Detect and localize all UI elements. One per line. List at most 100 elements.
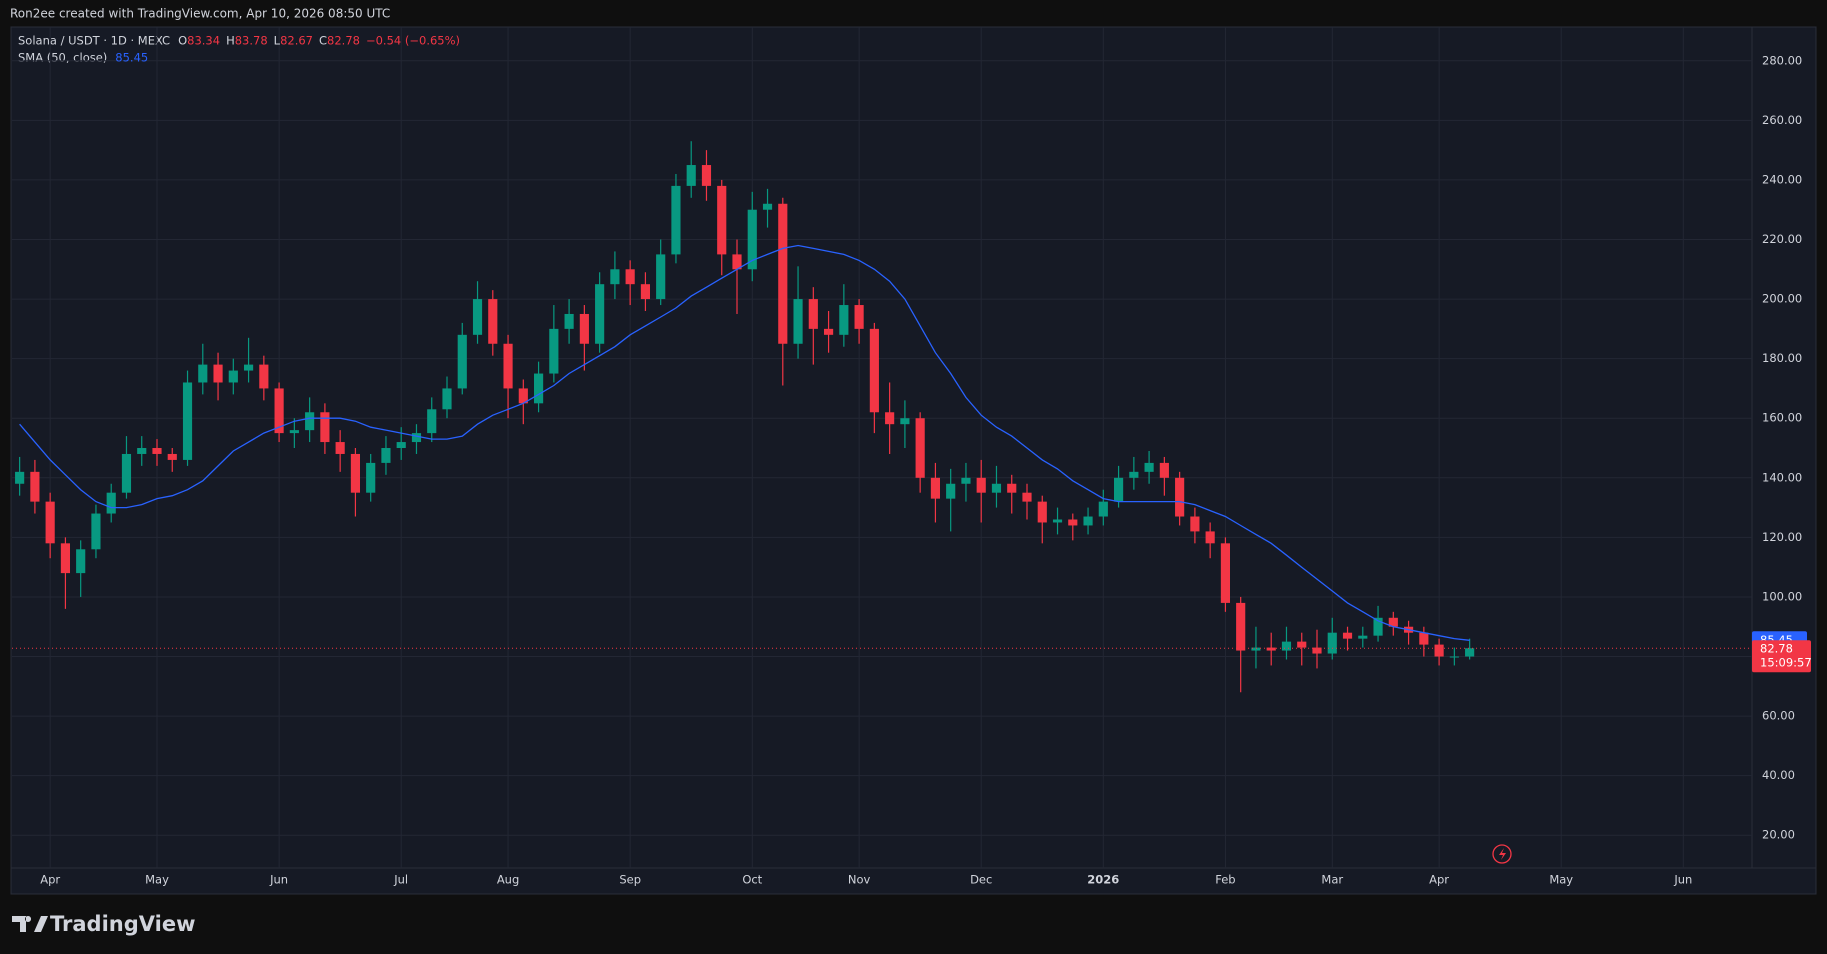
- y-tick-label: 140.00: [1762, 470, 1802, 484]
- candle-body: [1205, 531, 1215, 544]
- y-tick-label: 220.00: [1762, 232, 1802, 246]
- candle-body: [213, 364, 223, 383]
- replay-icon[interactable]: [1492, 844, 1512, 864]
- ohlc-letter: O: [178, 34, 187, 48]
- candle-body: [518, 388, 528, 404]
- candle-body: [289, 430, 299, 434]
- candle-body: [1251, 647, 1261, 651]
- logo: TradingView: [12, 912, 195, 936]
- y-tick-label: 180.00: [1762, 351, 1802, 365]
- candle-body: [182, 382, 193, 460]
- candles: [15, 141, 1475, 693]
- candle-body: [900, 418, 910, 425]
- candle-body: [91, 513, 101, 550]
- candle-body: [1342, 632, 1353, 639]
- x-tick-label: May: [1549, 873, 1573, 887]
- candle-body: [671, 185, 681, 255]
- x-tick-label: Nov: [848, 873, 871, 887]
- y-tick-label: 280.00: [1762, 53, 1802, 67]
- candle-body: [259, 364, 269, 389]
- candle-body: [1083, 516, 1093, 526]
- candle-body: [198, 364, 208, 383]
- candle-body: [1449, 656, 1459, 658]
- candle-body: [1144, 462, 1154, 472]
- y-tick-label: 160.00: [1762, 411, 1802, 425]
- candle-body: [244, 364, 254, 371]
- x-tick-label: Feb: [1215, 873, 1235, 887]
- candle-body: [121, 453, 132, 493]
- candle-body: [411, 433, 422, 443]
- ohlc-letter: C: [319, 34, 327, 48]
- candle-body: [15, 471, 25, 484]
- candle-body: [1220, 543, 1230, 603]
- candle-body: [1098, 501, 1108, 517]
- y-tick-label: 200.00: [1762, 292, 1802, 306]
- x-tick-label: Jun: [269, 873, 288, 887]
- candle-body: [1236, 602, 1246, 651]
- candle-body: [396, 442, 406, 449]
- candle-body: [1297, 641, 1307, 648]
- icon-bolt[interactable]: [1499, 848, 1506, 860]
- x-tick-label: Oct: [742, 873, 762, 887]
- candle-body: [824, 328, 834, 335]
- candle-body: [1114, 477, 1124, 502]
- candle-body: [228, 370, 238, 383]
- chart-title: Solana / USDT · 1D · MEXC: [18, 34, 170, 48]
- candle-body: [152, 448, 162, 454]
- sma-line: [19, 244, 1470, 641]
- candle-body: [1022, 492, 1032, 502]
- candle-body: [579, 313, 589, 344]
- chart-panel: [10, 26, 1817, 895]
- candle-body: [778, 203, 788, 344]
- x-tick-label: Jul: [393, 873, 408, 887]
- candle-body: [45, 501, 55, 544]
- countdown: 15:09:57: [1760, 656, 1812, 670]
- x-tick-label: Mar: [1321, 873, 1343, 887]
- candle-body: [1388, 617, 1398, 627]
- candle-body: [274, 388, 284, 434]
- candle-body: [564, 313, 574, 329]
- candle-body: [762, 203, 773, 210]
- candle-body: [1037, 501, 1047, 523]
- indicator-value: 85.45: [115, 51, 148, 65]
- icon-circle[interactable]: [1492, 844, 1512, 864]
- candle-body: [1007, 483, 1017, 493]
- brand: TradingView: [50, 912, 195, 936]
- candle-body: [1175, 477, 1185, 517]
- candle-body: [427, 409, 437, 434]
- change: −0.54 (−0.65%): [366, 34, 460, 48]
- candle-body: [381, 448, 391, 463]
- candle-body: [488, 299, 498, 344]
- candle-body: [595, 284, 605, 344]
- candle-body: [76, 549, 86, 574]
- x-tick-label: Apr: [1429, 873, 1449, 887]
- candle-body: [656, 254, 666, 300]
- candle-body: [503, 343, 513, 389]
- x-tick-label: Dec: [970, 873, 992, 887]
- candle-body: [167, 453, 177, 460]
- candle-body: [1434, 644, 1444, 657]
- candle-body: [335, 442, 345, 454]
- candle-body: [366, 462, 376, 493]
- y-tick-label: 20.00: [1762, 828, 1795, 842]
- y-tick-label: 260.00: [1762, 113, 1802, 127]
- candle-body: [701, 165, 712, 186]
- x-tick-label: Apr: [40, 873, 60, 887]
- candle-body: [885, 412, 895, 425]
- candle-body: [549, 328, 559, 374]
- candle-body: [1358, 635, 1368, 639]
- candle-body: [686, 165, 696, 186]
- x-tick-label: May: [145, 873, 169, 887]
- ohlc-value: 82.78: [327, 34, 360, 48]
- x-tick-label: Aug: [497, 873, 519, 887]
- candle-body: [472, 299, 483, 335]
- candle-body: [915, 418, 925, 478]
- candle-body: [1419, 632, 1429, 645]
- candle-body: [946, 483, 956, 499]
- candle-body: [869, 328, 879, 413]
- candle-body: [350, 453, 360, 493]
- candle-body: [747, 209, 757, 270]
- candle-body: [839, 305, 849, 335]
- candle-body: [442, 388, 452, 410]
